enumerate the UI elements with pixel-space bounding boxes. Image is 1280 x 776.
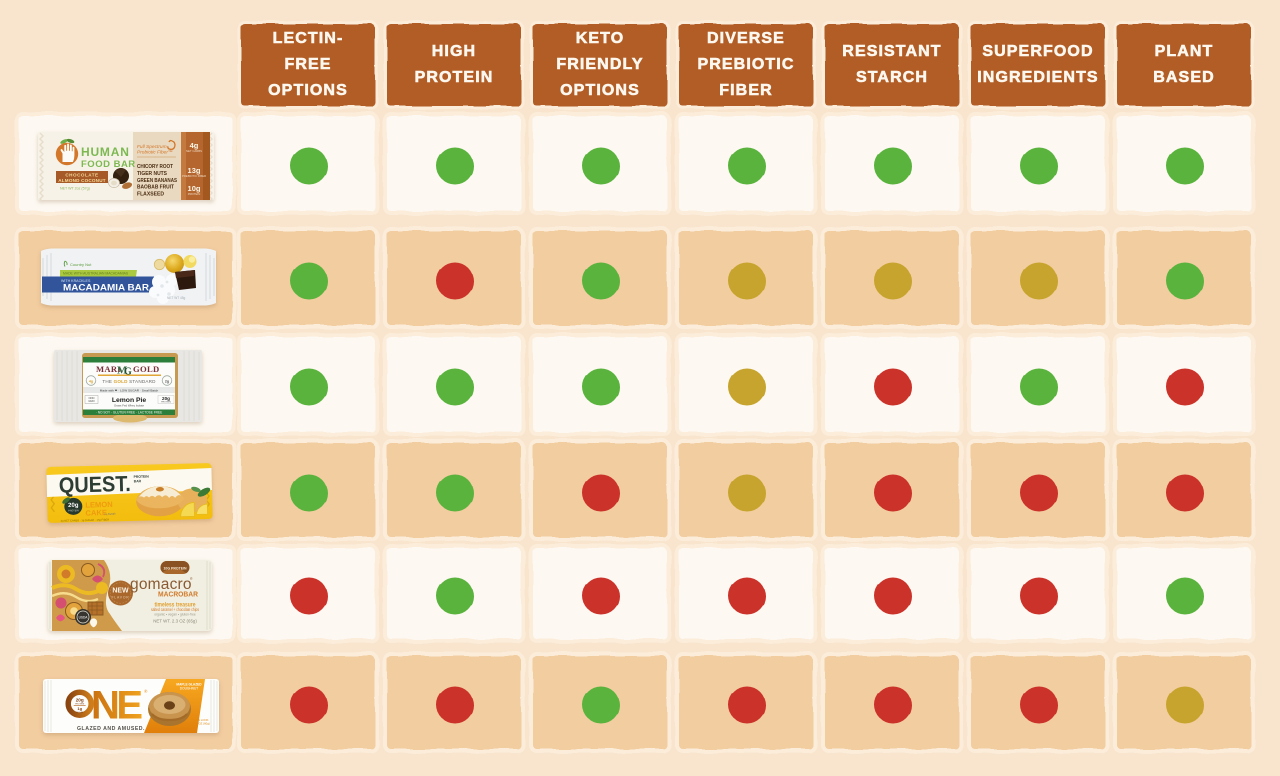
svg-text:4g: 4g: [89, 379, 93, 383]
svg-text:QUEST.: QUEST.: [58, 471, 131, 498]
svg-text:HUMAN: HUMAN: [81, 145, 130, 159]
svg-text:MACROBAR: MACROBAR: [158, 590, 199, 599]
svg-text:Probiotic Fiber™: Probiotic Fiber™: [137, 150, 173, 156]
svg-text:FLAVOR: FLAVOR: [104, 512, 115, 516]
svg-text:20g: 20g: [162, 396, 170, 401]
svg-text:Lemon Pie: Lemon Pie: [112, 397, 147, 404]
svg-text:PROTEIN: PROTEIN: [134, 475, 150, 479]
svg-text:MAPLE GLAZED: MAPLE GLAZED: [176, 683, 202, 687]
svg-text:NET WT 2oz (57g): NET WT 2oz (57g): [60, 187, 90, 191]
svg-text:gomacro: gomacro: [130, 576, 192, 593]
svg-text:MARI: MARI: [96, 364, 121, 374]
svg-text:FOOD BAR: FOOD BAR: [81, 159, 136, 170]
svg-text:salted caramel + chocolate chi: salted caramel + chocolate chips: [151, 607, 199, 612]
svg-text:NET WT 45g: NET WT 45g: [167, 296, 186, 300]
svg-text:BAR: BAR: [134, 479, 142, 483]
svg-text:MADE WITH AUSTRALIAN MACADAMIA: MADE WITH AUSTRALIAN MACADAMIAS: [63, 272, 129, 276]
svg-text:2.12 OZ (60g): 2.12 OZ (60g): [192, 722, 209, 726]
svg-text:NET WT. 2.3 OZ (65g): NET WT. 2.3 OZ (65g): [153, 619, 197, 624]
svg-text:1g: 1g: [77, 706, 82, 711]
svg-text:PROTEIN: PROTEIN: [68, 509, 79, 512]
svg-text:Grass Fed Whey Isolate: Grass Fed Whey Isolate: [114, 404, 144, 408]
svg-text:®: ®: [144, 688, 148, 694]
svg-text:PROTEIN: PROTEIN: [161, 402, 171, 404]
svg-text:CHICORY ROOT: CHICORY ROOT: [137, 164, 174, 170]
svg-text:4g: 4g: [190, 141, 199, 150]
svg-text:timeless treasure: timeless treasure: [155, 602, 196, 609]
svg-text:®: ®: [190, 577, 193, 581]
svg-text:10g: 10g: [188, 184, 201, 193]
svg-text:10G PROTEIN: 10G PROTEIN: [164, 566, 187, 571]
svg-text:THE GOLD STANDARD: THE GOLD STANDARD: [102, 379, 156, 384]
svg-text:FLAXSEED: FLAXSEED: [137, 192, 164, 198]
svg-text:BAOBAB FRUIT: BAOBAB FRUIT: [137, 185, 175, 191]
svg-text:G: G: [124, 367, 132, 378]
svg-text:PREBIOTIC FIBER: PREBIOTIC FIBER: [182, 174, 206, 178]
svg-text:NON: NON: [89, 396, 95, 400]
svg-text:CHOCOLATE: CHOCOLATE: [65, 173, 98, 178]
svg-text:PROTEIN: PROTEIN: [75, 704, 84, 706]
svg-text:13g: 13g: [188, 166, 201, 175]
svg-text:· NO SOY · GLUTEN FREE · L: · NO SOY · GLUTEN FREE · LACTOSE FREE: [96, 411, 162, 415]
svg-text:PROTEIN: PROTEIN: [188, 192, 200, 196]
svg-text:MACADAMIA BAR: MACADAMIA BAR: [63, 283, 149, 294]
svg-text:ALMOND COCONUT: ALMOND COCONUT: [58, 178, 105, 183]
svg-text:Full Spectrum: Full Spectrum: [137, 144, 167, 150]
svg-text:NEW: NEW: [112, 588, 129, 595]
svg-text:GLAZED AND AMUSED.: GLAZED AND AMUSED.: [77, 726, 145, 732]
svg-text:NEW LOOK: NEW LOOK: [193, 718, 208, 722]
svg-text:20g: 20g: [68, 503, 79, 509]
svg-text:GMO: GMO: [88, 399, 94, 403]
svg-text:20g: 20g: [76, 698, 84, 703]
svg-text:NE: NE: [91, 684, 143, 728]
svg-text:USDA: USDA: [79, 616, 89, 620]
svg-text:organic • vegan • gluten-free: organic • vegan • gluten-free: [154, 613, 196, 617]
svg-text:Made with ❤ · LOW SUGAR ·: Made with ❤ · LOW SUGAR · Small Batch: [100, 388, 159, 392]
svg-text:TIGER NUTS: TIGER NUTS: [137, 171, 167, 177]
svg-text:FLAVOR: FLAVOR: [111, 596, 129, 600]
svg-text:CAKE: CAKE: [85, 508, 107, 518]
svg-text:LEMON: LEMON: [85, 500, 113, 510]
svg-text:SUGAR: SUGAR: [76, 711, 84, 714]
svg-text:M: M: [117, 365, 128, 377]
svg-text:DOUGHNUT: DOUGHNUT: [180, 687, 198, 691]
svg-text:GOLD: GOLD: [133, 364, 160, 374]
svg-text:4g NET CARBS · 1g SUGAR · 15g: 4g NET CARBS · 1g SUGAR · 15g FIBER: [61, 517, 110, 522]
svg-text:NET CARBS: NET CARBS: [186, 149, 202, 153]
svg-text:GREEN BANANAS: GREEN BANANAS: [137, 178, 177, 184]
svg-text:2g: 2g: [165, 379, 169, 383]
svg-text:Country Nut: Country Nut: [70, 262, 92, 267]
svg-text:WITH KRACKLES: WITH KRACKLES: [61, 279, 91, 283]
